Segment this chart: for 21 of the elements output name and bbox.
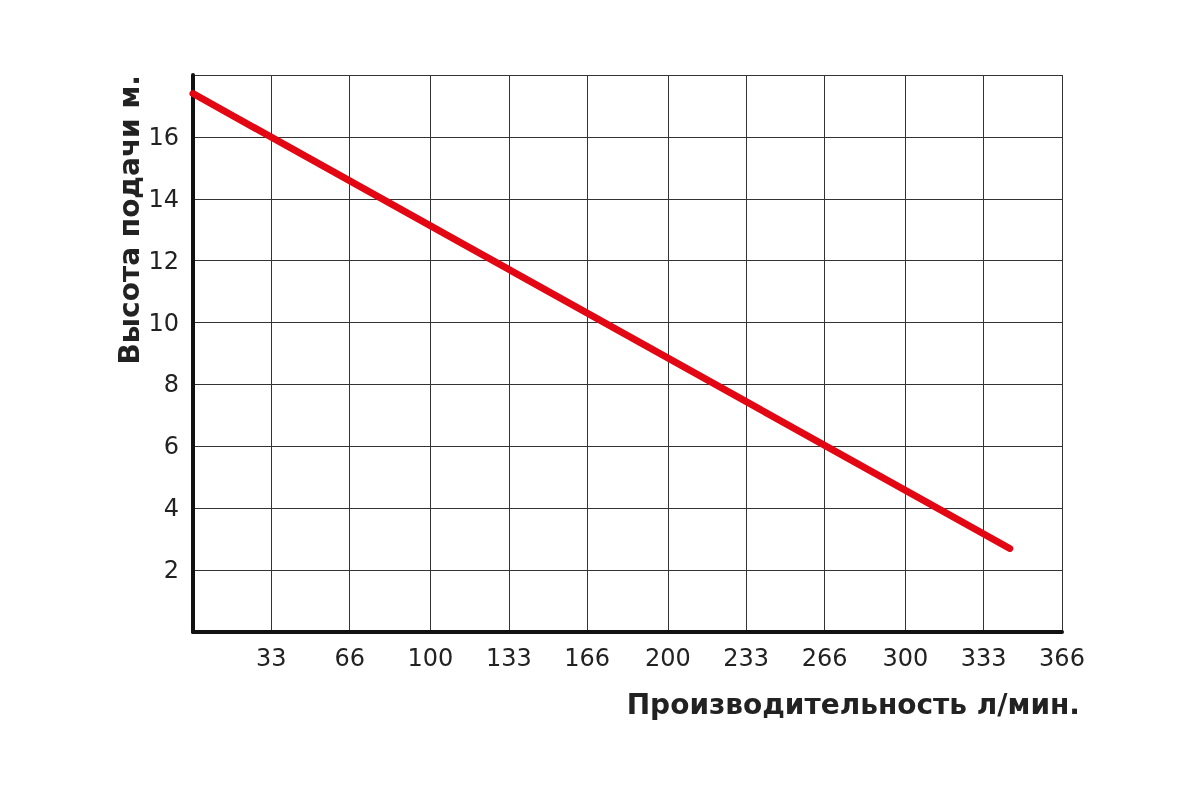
y-tick-label: 16 xyxy=(148,122,179,151)
x-tick-label: 200 xyxy=(644,644,691,672)
y-tick-label: 8 xyxy=(163,370,179,399)
x-tick-label: 133 xyxy=(485,644,532,672)
x-tick-label: 166 xyxy=(564,644,611,672)
y-tick-label: 2 xyxy=(163,556,179,585)
x-tick-label: 300 xyxy=(882,644,929,672)
x-tick-label: 66 xyxy=(334,644,365,672)
y-axis-title: Высота подачи м. xyxy=(112,75,146,365)
x-tick-label: 333 xyxy=(960,644,1007,672)
y-tick-label: 4 xyxy=(163,494,179,523)
y-tick-label: 14 xyxy=(148,184,179,213)
y-tick-label: 12 xyxy=(148,246,179,275)
y-tick-label: 6 xyxy=(163,432,179,461)
y-tick-label: 10 xyxy=(148,308,179,337)
x-axis-title: Производительность л/мин. xyxy=(626,687,1080,721)
x-tick-label: 33 xyxy=(256,644,287,672)
x-tick-label: 100 xyxy=(407,644,454,672)
x-tick-label: 266 xyxy=(801,644,848,672)
x-tick-label: 366 xyxy=(1039,644,1085,672)
x-tick-label: 233 xyxy=(723,644,770,672)
